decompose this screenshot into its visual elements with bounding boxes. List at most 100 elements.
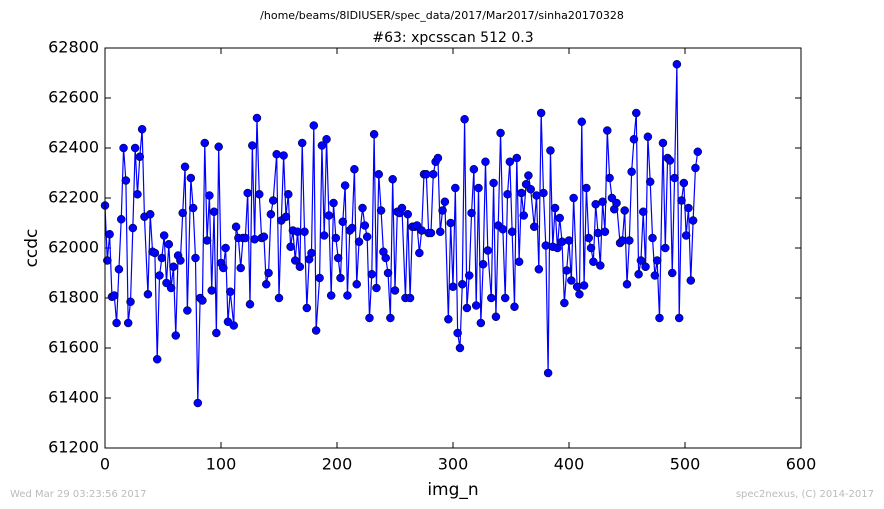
data-point	[444, 315, 453, 324]
y-tick-label: 62200	[48, 188, 99, 207]
data-point	[268, 196, 278, 205]
data-point	[130, 143, 140, 153]
x-tick-label: 200	[322, 455, 353, 474]
data-point	[231, 222, 241, 231]
data-point	[564, 236, 574, 245]
data-point	[333, 253, 343, 263]
data-point	[446, 218, 455, 228]
data-point	[307, 248, 316, 258]
suptitle: /home/beams/8IDIUSER/spec_data/2017/Mar2…	[260, 9, 624, 22]
data-point	[290, 256, 300, 265]
data-point	[191, 253, 200, 263]
data-point	[691, 163, 700, 173]
data-point	[603, 126, 612, 135]
data-point	[471, 301, 481, 310]
data-point	[284, 190, 293, 199]
data-point	[620, 206, 629, 215]
data-point	[560, 298, 569, 308]
data-point	[259, 232, 269, 241]
data-point	[295, 262, 305, 271]
x-tick-label: 0	[100, 455, 110, 474]
data-point	[529, 222, 539, 231]
data-point	[241, 233, 250, 243]
data-point	[155, 271, 164, 280]
data-point	[207, 286, 216, 295]
data-point	[300, 227, 309, 236]
data-point	[137, 125, 147, 134]
data-point	[686, 276, 696, 285]
data-point	[453, 328, 462, 338]
data-point	[625, 236, 634, 245]
y-tick-label: 61200	[48, 438, 99, 457]
data-point	[390, 286, 400, 295]
data-point	[405, 293, 415, 303]
data-point	[248, 141, 257, 150]
data-point	[572, 282, 582, 291]
data-point	[546, 146, 555, 155]
data-point	[336, 273, 345, 283]
data-point	[557, 237, 567, 246]
data-point	[159, 231, 169, 240]
data-point	[467, 208, 476, 218]
data-point	[524, 171, 533, 180]
x-tick-label: 400	[554, 455, 585, 474]
data-point	[198, 296, 207, 305]
data-point	[367, 270, 377, 279]
data-point	[252, 113, 262, 123]
data-point	[152, 355, 162, 364]
data-point	[250, 235, 259, 244]
data-point	[464, 271, 474, 280]
data-point	[451, 183, 460, 193]
data-point	[586, 243, 596, 253]
data-point	[279, 151, 288, 160]
data-point	[286, 242, 295, 251]
data-point	[438, 206, 447, 215]
data-point	[519, 211, 529, 220]
data-point	[180, 162, 190, 171]
data-point	[229, 321, 239, 330]
data-point	[638, 207, 648, 216]
data-point	[458, 280, 467, 289]
data-point	[326, 291, 336, 300]
data-point	[322, 135, 331, 144]
data-point	[661, 243, 670, 253]
data-point	[352, 280, 361, 289]
x-axis-label: img_n	[427, 480, 478, 500]
data-point	[658, 138, 668, 148]
data-point	[684, 203, 693, 213]
data-point	[200, 138, 210, 148]
data-point	[319, 231, 329, 240]
data-point	[354, 237, 364, 246]
data-point	[627, 167, 636, 176]
data-point	[110, 291, 119, 300]
data-point	[221, 243, 230, 253]
data-point	[329, 198, 338, 208]
data-point	[605, 173, 614, 183]
data-point	[429, 170, 438, 179]
data-point	[123, 318, 133, 328]
data-point	[550, 203, 560, 213]
data-point	[598, 197, 607, 206]
data-point	[681, 231, 691, 240]
data-point	[193, 398, 203, 408]
data-point	[119, 143, 128, 153]
y-tick-label: 61600	[48, 338, 99, 357]
data-point	[205, 191, 214, 200]
data-point	[376, 206, 386, 215]
data-point	[365, 313, 374, 323]
data-point	[135, 152, 145, 161]
plot-frame	[104, 47, 802, 449]
y-tick-label: 62000	[48, 238, 99, 257]
data-point	[491, 312, 501, 321]
data-point	[388, 175, 397, 184]
x-tick-label: 600	[786, 455, 817, 474]
data-point	[543, 368, 553, 378]
data-point	[629, 135, 639, 144]
data-point	[575, 290, 584, 299]
data-point	[226, 287, 235, 296]
data-point	[555, 213, 564, 223]
data-point	[166, 283, 176, 293]
data-point	[655, 313, 664, 323]
